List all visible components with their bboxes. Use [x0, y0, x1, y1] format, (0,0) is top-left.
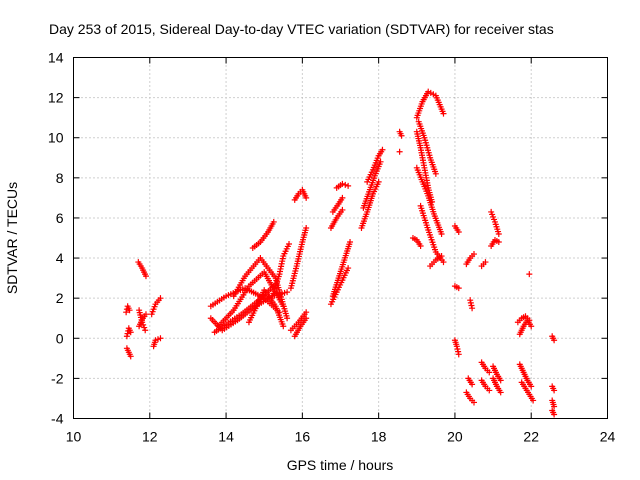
data-point	[528, 383, 535, 390]
data-point	[339, 194, 346, 201]
data-point	[530, 397, 537, 404]
data-point	[286, 241, 293, 248]
data-point	[127, 353, 134, 360]
data-point	[303, 315, 310, 322]
y-tick-label: 2	[56, 290, 64, 306]
data-point	[280, 323, 287, 330]
chart-title: Day 253 of 2015, Sidereal Day-to-day VTE…	[49, 21, 554, 37]
data-point	[284, 315, 291, 322]
data-point	[551, 403, 558, 410]
data-point	[142, 273, 149, 280]
data-point	[396, 148, 403, 155]
grid-lines	[73, 57, 608, 419]
data-point	[455, 348, 462, 355]
data-point	[284, 289, 291, 296]
data-point	[126, 307, 133, 314]
y-axis-label: SDTVAR / TECUs	[4, 182, 20, 294]
y-tick-label: 6	[56, 210, 64, 226]
data-point	[124, 330, 131, 337]
data-point	[468, 302, 475, 309]
data-point	[157, 335, 164, 342]
data-point	[469, 305, 476, 312]
data-point	[471, 399, 477, 406]
data-point	[526, 271, 533, 278]
data-point	[467, 299, 474, 306]
data-point	[157, 295, 164, 302]
data-point	[482, 259, 489, 266]
data-point	[497, 389, 504, 396]
data-point	[123, 309, 130, 316]
y-tick-label: 4	[56, 250, 64, 266]
data-point	[347, 239, 354, 246]
data-point	[469, 381, 476, 388]
data-point	[398, 132, 405, 139]
data-point	[339, 180, 346, 187]
data-point	[528, 323, 535, 330]
data-point	[379, 146, 386, 153]
plot-frame	[73, 57, 608, 419]
y-tick-label: 12	[48, 90, 64, 106]
data-point	[339, 206, 346, 213]
x-tick-label: 20	[447, 429, 463, 445]
data-point	[455, 228, 462, 235]
data-point	[440, 259, 447, 266]
x-tick-label: 22	[523, 429, 539, 445]
data-point	[551, 337, 558, 344]
data-point	[303, 194, 310, 201]
data-point	[432, 170, 439, 177]
data-point	[142, 327, 149, 334]
x-tick-label: 12	[142, 429, 158, 445]
data-point	[303, 309, 310, 316]
axis-ticks	[73, 57, 608, 419]
y-tick-label: -4	[51, 411, 64, 427]
y-tick-label: -2	[51, 370, 64, 386]
data-point	[486, 387, 493, 394]
data-point	[417, 243, 424, 250]
data-point	[345, 265, 352, 272]
data-point	[495, 239, 502, 246]
x-tick-label: 24	[600, 429, 616, 445]
y-tick-label: 14	[48, 50, 64, 66]
data-point	[454, 345, 461, 352]
data-point	[270, 218, 277, 225]
data-point	[303, 224, 310, 231]
data-point	[123, 333, 130, 340]
y-tick-label: 0	[56, 330, 64, 346]
data-point	[127, 329, 134, 336]
x-tick-label: 10	[66, 429, 82, 445]
data-point	[342, 181, 349, 188]
data-point	[440, 110, 447, 117]
x-axis-label: GPS time / hours	[287, 457, 394, 473]
data-point	[345, 182, 352, 189]
data-point	[438, 253, 445, 260]
data-point	[142, 311, 149, 318]
data-point	[453, 343, 460, 350]
data-point	[377, 158, 384, 165]
data-point	[497, 377, 504, 384]
x-tick-label: 16	[295, 429, 311, 445]
data-point	[551, 387, 558, 394]
data-point	[438, 230, 445, 237]
data-point	[471, 251, 477, 258]
x-tick-label: 14	[218, 429, 234, 445]
data-point	[551, 411, 558, 418]
data-point	[467, 297, 474, 304]
data-point	[141, 324, 148, 331]
y-tick-label: 10	[48, 130, 64, 146]
data-point	[375, 178, 382, 185]
data-point	[455, 285, 462, 292]
data-point	[486, 369, 493, 376]
data-point	[495, 230, 502, 237]
y-tick-label: 8	[56, 170, 64, 186]
data-point	[455, 351, 462, 358]
data-points	[123, 88, 558, 418]
x-tick-label: 18	[371, 429, 387, 445]
